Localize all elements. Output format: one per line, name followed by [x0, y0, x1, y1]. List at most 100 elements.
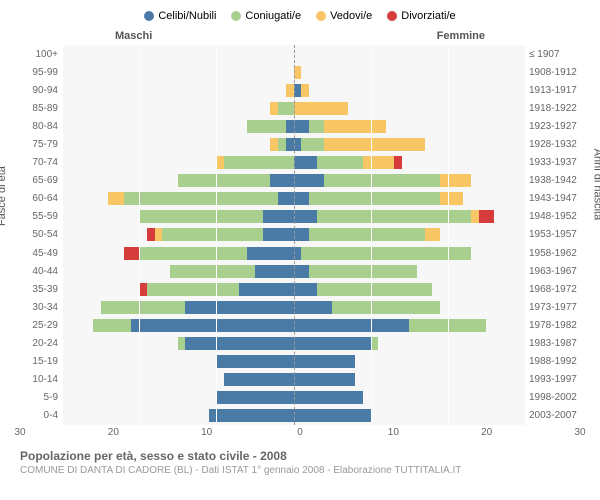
birth-year-label: 1983-1987: [529, 335, 580, 353]
bar-segment: [286, 138, 294, 151]
bar-row: [62, 45, 294, 63]
bar-segment: [394, 156, 402, 169]
bar-segment: [440, 174, 471, 187]
bar-segment: [294, 102, 348, 115]
bar-segment: [371, 337, 379, 350]
birth-year-label: 1933-1937: [529, 154, 580, 172]
age-label: 80-84: [20, 117, 58, 135]
birth-year-label: 1948-1952: [529, 208, 580, 226]
birth-year-label: 1918-1922: [529, 99, 580, 117]
age-label: 90-94: [20, 81, 58, 99]
bar-row: [62, 298, 294, 316]
age-label: 20-24: [20, 335, 58, 353]
legend-item: Coniugati/e: [231, 10, 301, 22]
bar-row: [62, 154, 294, 172]
bar-row: [294, 190, 526, 208]
bar-row: [294, 135, 526, 153]
age-label: 55-59: [20, 208, 58, 226]
bar-segment: [278, 102, 293, 115]
birth-year-label: 1958-1962: [529, 244, 580, 262]
bar-segment: [147, 283, 240, 296]
age-label: 70-74: [20, 154, 58, 172]
bar-row: [294, 81, 526, 99]
bar-row: [294, 262, 526, 280]
bar-row: [294, 45, 526, 63]
bar-segment: [294, 66, 302, 79]
bar-segment: [216, 355, 293, 368]
age-label: 0-4: [20, 407, 58, 425]
bar-segment: [278, 138, 286, 151]
bar-row: [62, 389, 294, 407]
bar-row: [62, 208, 294, 226]
bar-row: [62, 353, 294, 371]
legend-label: Vedovi/e: [330, 10, 372, 22]
bar-segment: [155, 228, 163, 241]
bar-segment: [294, 409, 371, 422]
bar-segment: [185, 301, 293, 314]
legend: Celibi/NubiliConiugati/eVedovi/eDivorzia…: [20, 10, 580, 22]
bar-segment: [147, 228, 155, 241]
age-label: 30-34: [20, 298, 58, 316]
bar-row: [294, 244, 526, 262]
age-label: 40-44: [20, 262, 58, 280]
birth-year-label: 1993-1997: [529, 371, 580, 389]
grid-line: [62, 45, 63, 425]
bar-segment: [294, 319, 410, 332]
age-label: 100+: [20, 45, 58, 63]
x-axis: 3020100102030: [20, 427, 580, 441]
age-label: 95-99: [20, 63, 58, 81]
birth-year-label: 1953-1957: [529, 226, 580, 244]
x-tick: 30: [574, 427, 585, 438]
bar-segment: [255, 265, 294, 278]
bar-segment: [309, 120, 324, 133]
age-label: 10-14: [20, 371, 58, 389]
bar-row: [294, 208, 526, 226]
bar-row: [62, 63, 294, 81]
bar-row: [294, 389, 526, 407]
bar-segment: [270, 174, 293, 187]
bar-segment: [294, 138, 302, 151]
bar-segment: [294, 301, 333, 314]
bar-segment: [294, 84, 302, 97]
bar-row: [294, 280, 526, 298]
bar-row: [294, 335, 526, 353]
male-bars: [62, 45, 294, 425]
grid-line: [139, 45, 140, 425]
bar-row: [62, 335, 294, 353]
population-pyramid-chart: Celibi/NubiliConiugati/eVedovi/eDivorzia…: [0, 0, 600, 500]
birth-year-label: 2003-2007: [529, 407, 580, 425]
birth-year-label: 1963-1967: [529, 262, 580, 280]
bar-segment: [425, 228, 440, 241]
age-label: 75-79: [20, 135, 58, 153]
bar-segment: [294, 192, 309, 205]
age-label: 35-39: [20, 280, 58, 298]
x-tick: 0: [297, 427, 303, 438]
age-label: 65-69: [20, 172, 58, 190]
legend-dot: [387, 11, 397, 21]
male-header: Maschi: [115, 30, 152, 42]
bar-segment: [216, 391, 293, 404]
bar-row: [294, 353, 526, 371]
birth-year-label: 1978-1982: [529, 316, 580, 334]
bar-segment: [324, 120, 386, 133]
bar-row: [294, 407, 526, 425]
legend-label: Coniugati/e: [245, 10, 301, 22]
legend-dot: [231, 11, 241, 21]
bar-row: [62, 244, 294, 262]
x-tick: 30: [14, 427, 25, 438]
bar-row: [294, 99, 526, 117]
age-label: 50-54: [20, 226, 58, 244]
bar-segment: [270, 138, 278, 151]
x-tick: 10: [388, 427, 399, 438]
legend-dot: [316, 11, 326, 21]
legend-dot: [144, 11, 154, 21]
female-header: Femmine: [437, 30, 485, 42]
bar-segment: [185, 337, 293, 350]
bar-segment: [294, 120, 309, 133]
age-label: 85-89: [20, 99, 58, 117]
bar-segment: [162, 228, 262, 241]
legend-item: Vedovi/e: [316, 10, 372, 22]
bar-segment: [309, 228, 425, 241]
grid-line: [371, 45, 372, 425]
bar-row: [294, 154, 526, 172]
